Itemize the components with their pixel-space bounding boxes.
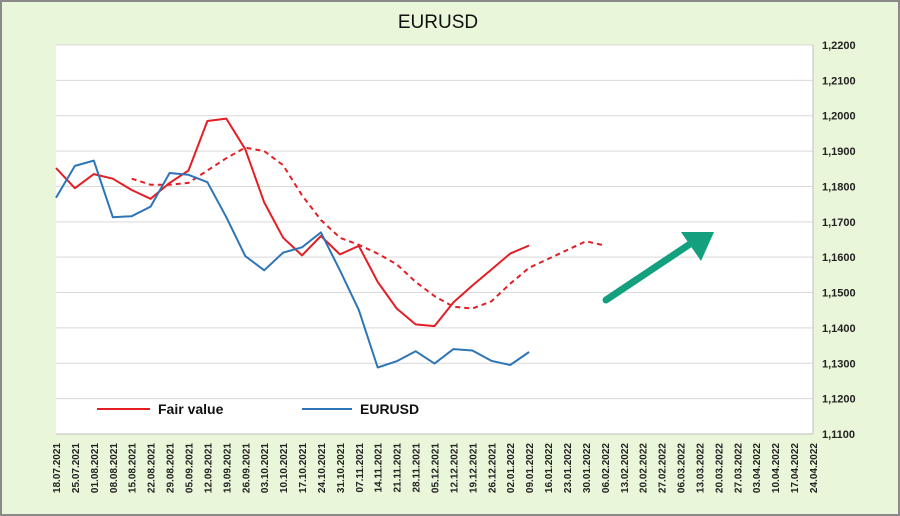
series-line-forecast-dashed — [131, 146, 606, 310]
x-tick-label: 06.03.2022 — [677, 443, 688, 493]
x-tick-label: 21.11.2021 — [393, 443, 404, 493]
x-tick-label: 29.08.2021 — [166, 443, 177, 493]
series-line-eurusd — [55, 159, 530, 369]
x-tick-label: 05.12.2021 — [431, 443, 442, 493]
grid — [56, 44, 814, 435]
x-tick-label: 22.08.2021 — [147, 443, 158, 493]
x-tick-label: 27.03.2022 — [733, 443, 744, 493]
x-tick-label: 20.03.2022 — [714, 443, 725, 493]
legend: Fair value EURUSD — [97, 401, 419, 417]
x-tick-label: 16.01.2022 — [544, 443, 555, 493]
y-tick-label: 1,2100 — [822, 75, 856, 87]
trend-arrow — [602, 232, 714, 304]
x-tick-label: 07.11.2021 — [355, 443, 366, 493]
y-tick-label: 1,1500 — [822, 288, 856, 300]
x-tick-label: 17.04.2022 — [790, 443, 801, 493]
legend-label-fair-value: Fair value — [158, 401, 224, 417]
y-tick-label: 1,1900 — [822, 146, 856, 158]
x-axis: 18.07.2021 25.07.2021 01.08.2021 08.08.2021… — [52, 443, 820, 493]
x-tick-label: 24.10.2021 — [317, 443, 328, 493]
x-tick-label: 26.09.2021 — [241, 443, 252, 493]
arrow-shaft — [602, 238, 697, 304]
chart-title: EURUSD — [398, 12, 478, 33]
arrow-head — [681, 232, 714, 261]
x-tick-label: 05.09.2021 — [184, 443, 195, 493]
x-tick-label: 23.01.2022 — [563, 443, 574, 493]
y-tick-label: 1,1700 — [822, 217, 856, 229]
y-tick-label: 1,2000 — [822, 111, 856, 123]
x-tick-label: 06.02.2022 — [601, 443, 612, 493]
y-tick-label: 1,1600 — [822, 252, 856, 264]
x-tick-label: 10.10.2021 — [279, 443, 290, 493]
x-tick-label: 09.01.2022 — [525, 443, 536, 493]
x-tick-label: 03.10.2021 — [260, 443, 271, 493]
x-tick-label: 18.07.2021 — [52, 443, 63, 493]
x-tick-label: 26.12.2021 — [487, 443, 498, 493]
x-tick-label: 20.02.2022 — [639, 443, 650, 493]
x-tick-label: 12.09.2021 — [203, 443, 214, 493]
x-tick-label: 14.11.2021 — [374, 443, 385, 493]
x-tick-label: 17.10.2021 — [298, 443, 309, 493]
x-tick-label: 28.11.2021 — [412, 443, 423, 493]
x-tick-label: 15.08.2021 — [128, 443, 139, 493]
y-tick-label: 1,2200 — [822, 40, 856, 52]
y-tick-label: 1,1100 — [822, 429, 855, 441]
x-tick-label: 19.09.2021 — [222, 443, 233, 493]
series-layer — [55, 117, 606, 369]
x-tick-label: 27.02.2022 — [658, 443, 669, 493]
x-tick-label: 30.01.2022 — [582, 443, 593, 493]
y-tick-label: 1,1300 — [822, 358, 856, 370]
legend-label-eurusd: EURUSD — [360, 401, 419, 417]
x-tick-label: 01.08.2021 — [90, 443, 101, 493]
x-tick-label: 02.01.2022 — [506, 443, 517, 493]
y-tick-label: 1,1800 — [822, 181, 856, 193]
x-tick-label: 12.12.2021 — [449, 443, 460, 493]
x-tick-label: 08.08.2021 — [109, 443, 120, 493]
series-line-fair-value — [55, 117, 530, 328]
y-axis: 1,1100 1,1200 1,1300 1,1400 1,1500 1,1600 1,17… — [822, 40, 856, 441]
x-tick-label: 25.07.2021 — [71, 443, 82, 493]
x-tick-label: 24.04.2022 — [809, 443, 820, 493]
x-tick-label: 03.04.2022 — [752, 443, 763, 493]
x-tick-label: 31.10.2021 — [336, 443, 347, 493]
x-tick-label: 13.03.2022 — [695, 443, 706, 493]
x-tick-label: 13.02.2022 — [620, 443, 631, 493]
x-tick-label: 10.04.2022 — [771, 443, 782, 493]
y-tick-label: 1,1400 — [822, 323, 856, 335]
y-tick-label: 1,1200 — [822, 394, 856, 406]
x-tick-label: 19.12.2021 — [468, 443, 479, 493]
